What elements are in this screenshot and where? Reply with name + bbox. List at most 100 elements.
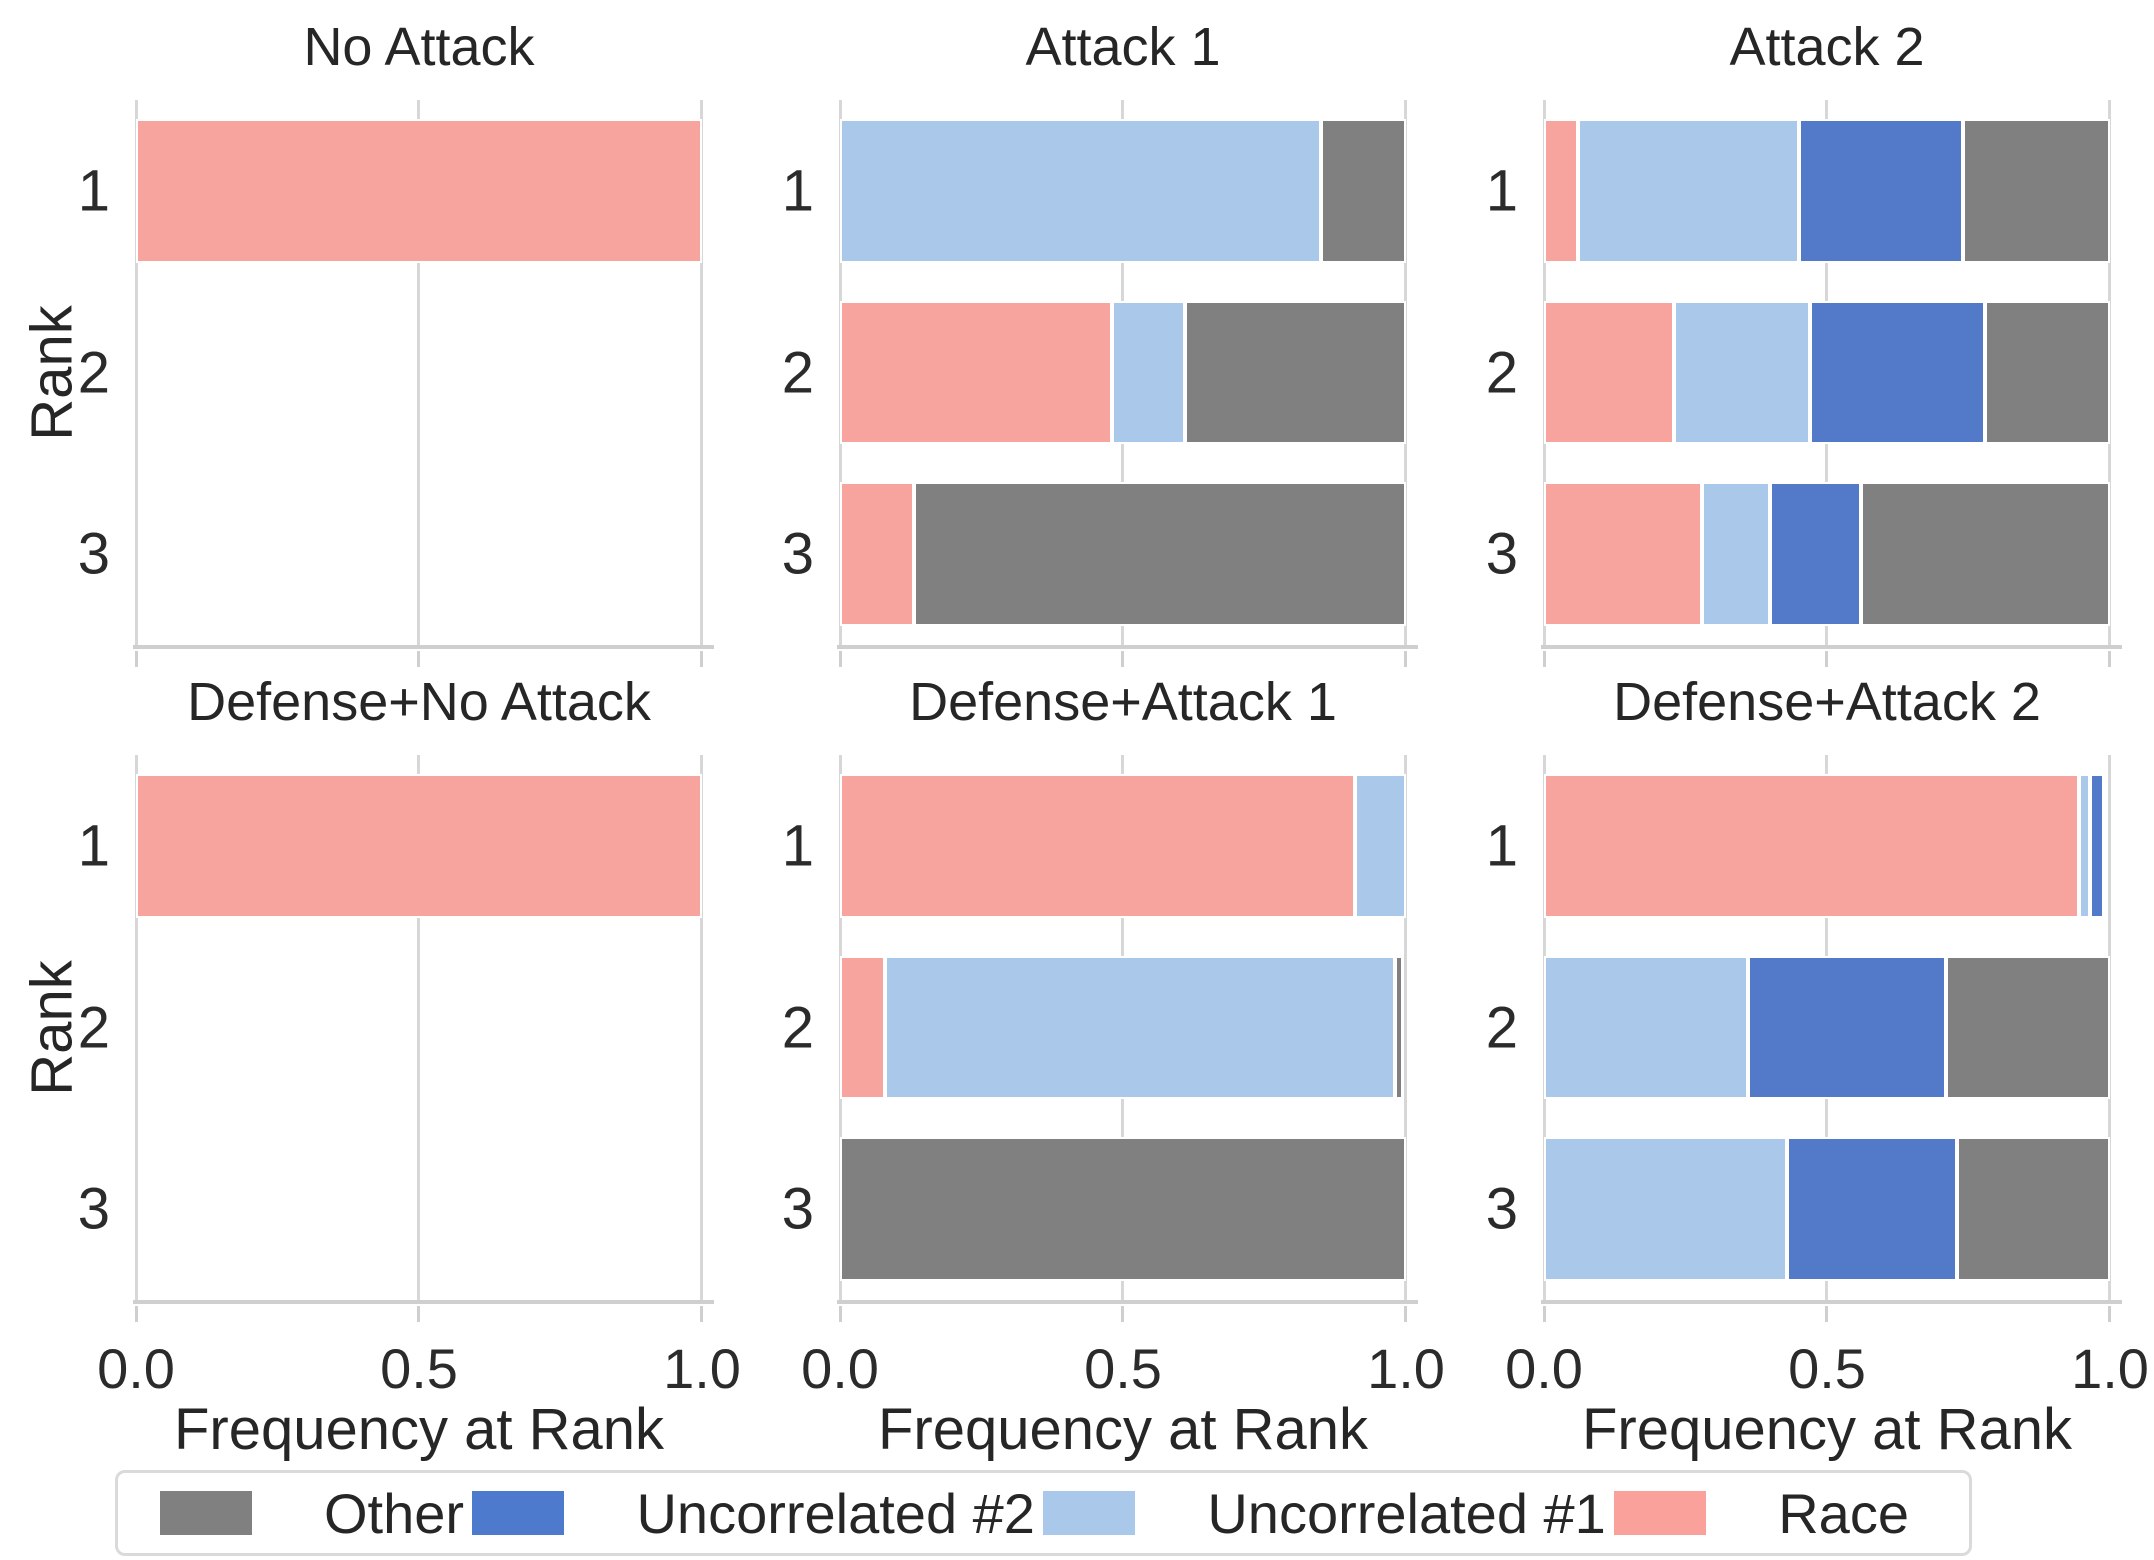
bar-segment-other [1962,119,2110,263]
y-tick-label: 3 [1485,1176,1518,1242]
tick-mark [700,651,703,667]
y-tick-label: 1 [781,158,814,224]
bar-segment-other [1185,300,1406,445]
bar-segment-other [1394,955,1404,1100]
bars [136,100,702,645]
subplot-defense-attack-1: Defense+Attack 1 0.0 0.5 1.0 Frequency a… [782,672,1445,1462]
plot-area: 1 2 3 [78,100,714,667]
bar-segment-uncorrelated-1 [1355,774,1406,918]
x-axis-label: Frequency at Rank [1581,1397,2073,1462]
bar-rank-3 [1544,1137,2110,1281]
legend-swatch-uncorrelated-2 [472,1491,565,1535]
tick-mark [1543,651,1546,667]
gridline-05 [417,755,420,1300]
bar-segment-race [1544,482,1703,626]
bar-segment-race [136,774,702,918]
tick-mark [2108,651,2111,667]
bar-segment-race [1544,119,1578,263]
bar-segment-uncorrelated-2 [1810,300,1986,445]
tick-mark [1404,1306,1407,1322]
bar-rank-2 [136,956,702,1100]
x-tick-label: 1.0 [663,1337,741,1400]
bar-segment-uncorrelated-1 [1674,300,1810,445]
bar-segment-other [1957,1137,2110,1281]
bar-segment-uncorrelated-1 [840,119,1322,263]
bar-rank-2 [1544,300,2110,445]
legend: Other Uncorrelated #2 Uncorrelated #1 Ra… [115,1470,1972,1556]
bar-rank-1 [1544,774,2110,918]
plot-area: 0.0 0.5 1.0 Frequency at Rank 1 2 3 [782,755,1445,1462]
tick-mark [1404,651,1407,667]
tick-mark [417,1306,420,1322]
bar-rank-1 [136,774,702,918]
subplot-title: Defense+Attack 1 [909,672,1337,732]
subplot-title: Attack 2 [1729,17,1925,77]
bar-segment-race [840,955,886,1100]
x-tick-label: 0.5 [380,1337,458,1400]
subplot-title: Defense+Attack 2 [1613,672,2041,732]
y-tick-label: 3 [77,521,110,587]
bar-rank-2 [840,300,1406,445]
subplot-title: Defense+No Attack [187,672,651,732]
x-axis-spine [133,1300,714,1304]
plot-area: 0.0 0.5 1.0 Frequency at Rank 1 2 3 [1486,755,2149,1462]
y-tick-label: 2 [781,995,814,1060]
tick-mark [135,1306,138,1322]
bar-segment-race [840,774,1356,918]
gridline-0 [135,755,138,1300]
bar-segment-uncorrelated-1 [1577,119,1799,263]
gridline-05 [417,100,420,645]
bar-rank-1 [1544,119,2110,263]
bar-segment-other [840,1137,1406,1281]
bar-segment-race [840,300,1112,445]
legend-swatch-other [160,1491,252,1535]
subplot-defense-attack-2: Defense+Attack 2 0.0 0.5 1.0 Frequency a… [1486,672,2149,1462]
y-tick-label: 1 [1485,813,1518,879]
bar-segment-race [136,119,702,263]
tick-mark [2108,1306,2111,1322]
x-axis-spine [837,645,1418,649]
bar-segment-uncorrelated-2 [1787,1137,1958,1281]
plot-area: 1 2 3 [1486,100,2122,667]
bar-segment-other [1321,119,1406,263]
bar-segment-uncorrelated-2 [1770,482,1861,626]
legend-label: Uncorrelated #1 [1207,1481,1606,1545]
y-tick-label: 3 [1485,521,1518,587]
x-axis-spine [133,645,714,649]
y-tick-label: 2 [77,995,110,1060]
y-tick-label: 1 [77,813,110,879]
legend-label: Race [1778,1481,1909,1545]
plot-area: 1 2 3 [782,100,1418,667]
tick-mark [1121,1306,1124,1322]
x-axis-spine [837,1300,1418,1304]
bars [840,755,1406,1300]
subplot-defense-no-attack: Defense+No Attack Rank 0.0 0.5 1.0 Frequ… [20,672,741,1462]
bar-segment-uncorrelated-2 [2090,774,2105,918]
bar-segment-other [1860,482,2110,626]
x-tick-label: 0.5 [1788,1337,1866,1400]
bar-segment-race [1544,774,2079,918]
bar-rank-3 [136,482,702,626]
bar-segment-uncorrelated-1 [1702,482,1771,626]
bar-rank-3 [840,482,1406,626]
tick-mark [1825,651,1828,667]
gridline-1 [700,100,703,645]
legend-entry-uncorrelated-1: Uncorrelated #1 [1043,1481,1606,1546]
y-tick-label: 2 [1485,340,1518,405]
x-axis-label: Frequency at Rank [173,1397,665,1462]
x-tick-label: 1.0 [1367,1337,1445,1400]
y-tick-label: 2 [781,340,814,405]
x-tick-label: 0.0 [1505,1337,1583,1400]
x-tick-label: 1.0 [2071,1337,2149,1400]
gridline-1 [700,755,703,1300]
bar-segment-race [840,482,914,626]
subplot-no-attack: No Attack Rank 1 2 3 [20,17,714,667]
y-tick-label: 3 [781,521,814,587]
legend-swatch-race [1614,1491,1707,1535]
bar-segment-other [1985,300,2110,445]
subplot-title: Attack 1 [1025,17,1221,77]
bars [1544,755,2110,1300]
legend-swatch-uncorrelated-1 [1043,1491,1136,1535]
bars [1544,100,2110,645]
bar-rank-1 [840,774,1406,918]
